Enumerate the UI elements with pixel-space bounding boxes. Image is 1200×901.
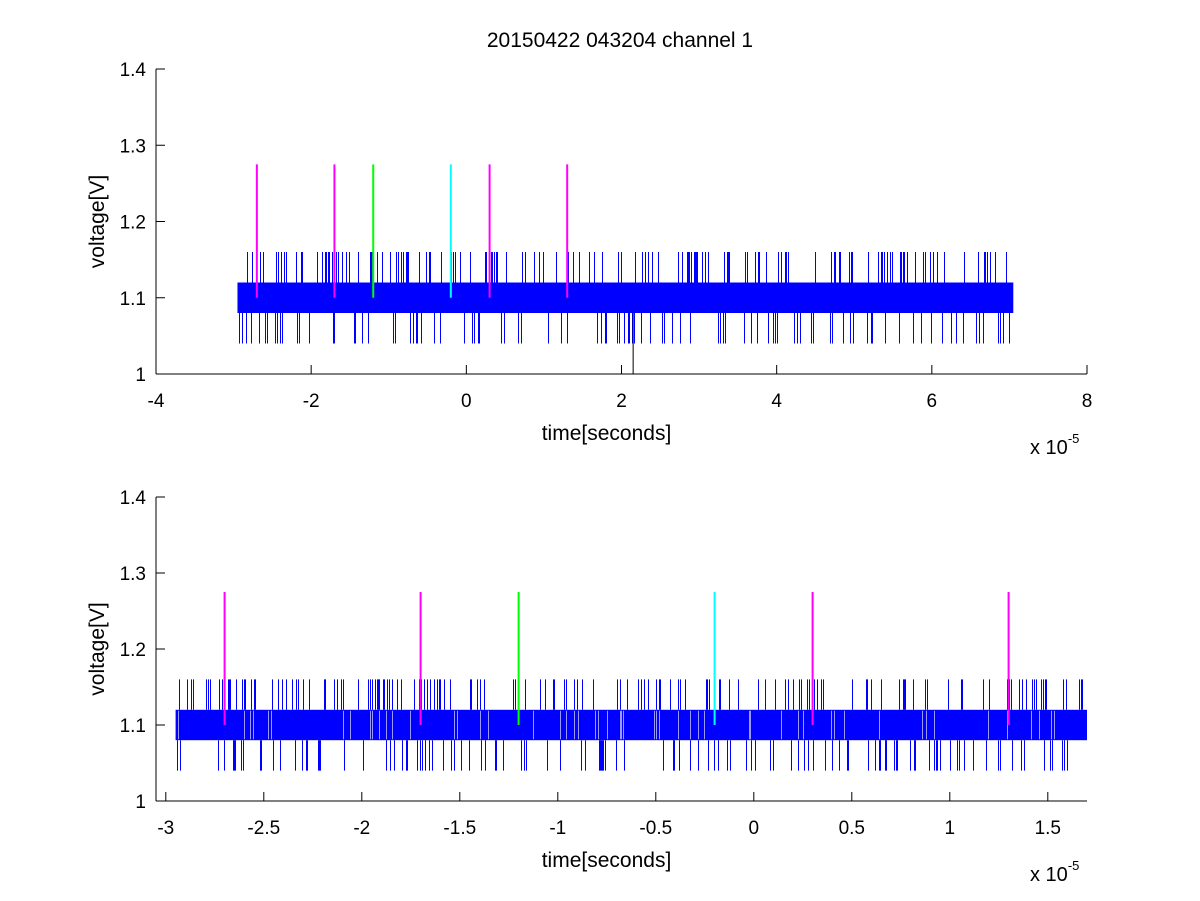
plot-1-xtick-label: -2 <box>353 818 370 839</box>
plot-1-ytick-label: 1.1 <box>120 716 146 737</box>
plot-1-ytick-label: 1.4 <box>120 488 147 509</box>
plot-1-xtick-label: 0 <box>749 818 760 839</box>
bottom-plot: 1 1.1 1.2 1.3 1.4 -3 -2.5 -2 -1.5 -1 -0.5 0 0.5 1 1.5 t… <box>86 488 1088 886</box>
plot-0-xtick-label: -2 <box>303 391 320 412</box>
plot-1-signal-gaps <box>178 710 1055 740</box>
plot-0-ytick-label: 1.3 <box>120 136 146 157</box>
plot-1-xlabel: time[seconds] <box>542 849 672 872</box>
plot-1-ylabel: voltage[V] <box>86 602 109 695</box>
plot-1-xtick-label: -1.5 <box>443 818 476 839</box>
plot-1-ytick-label: 1 <box>135 792 146 813</box>
plot-1-signal-series <box>175 679 1088 771</box>
plot-0-xtick-label: 4 <box>771 391 782 412</box>
plot-1-ytick-label: 1.3 <box>120 564 146 585</box>
plot-1-xtick-label: -3 <box>157 818 174 839</box>
plot-0-signal-spikes-down <box>239 313 1010 344</box>
plot-0-xtick-label: 6 <box>927 391 938 412</box>
plot-1-xtick-label: 1.5 <box>1035 818 1061 839</box>
plot-1-xtick-label: -2.5 <box>247 818 280 839</box>
plot-0-xtick-label: -4 <box>148 391 165 412</box>
plot-1-ytick-label: 1.2 <box>120 640 146 661</box>
plot-0-signal-band <box>237 282 1014 313</box>
plot-0-x-exponent-power: -5 <box>1068 431 1080 446</box>
plot-0-xtick-label: 8 <box>1082 391 1093 412</box>
plot-0-ytick-label: 1.4 <box>120 60 147 81</box>
plot-0-ytick-label: 1.2 <box>120 213 146 234</box>
plot-0-signal-series <box>237 252 1014 374</box>
plot-1-xtick-label: 0.5 <box>839 818 865 839</box>
plot-0-xtick-label: 2 <box>616 391 627 412</box>
plot-1-xtick-label: -1 <box>549 818 566 839</box>
plot-0-xlabel: time[seconds] <box>542 422 672 445</box>
plot-1-x-exponent-power: -5 <box>1068 858 1080 873</box>
plot-0-xtick-label: 0 <box>461 391 472 412</box>
plot-0-signal-spikes-up <box>247 252 1007 283</box>
top-plot: 1 1.1 1.2 1.3 1.4 -4 -2 0 2 4 6 8 time[seconds] volta… <box>86 60 1092 459</box>
plot-1-signal-band <box>175 709 1088 741</box>
plot-0-ytick-label: 1.1 <box>120 289 146 310</box>
plot-0-ylabel: voltage[V] <box>86 175 109 268</box>
plot-1-signal-spikes-down <box>177 740 1068 771</box>
figure-title: 20150422 043204 channel 1 <box>487 29 753 52</box>
plot-1-xtick-label: -0.5 <box>639 818 672 839</box>
plot-0-ytick-label: 1 <box>135 365 146 386</box>
plot-1-xtick-label: 1 <box>945 818 956 839</box>
